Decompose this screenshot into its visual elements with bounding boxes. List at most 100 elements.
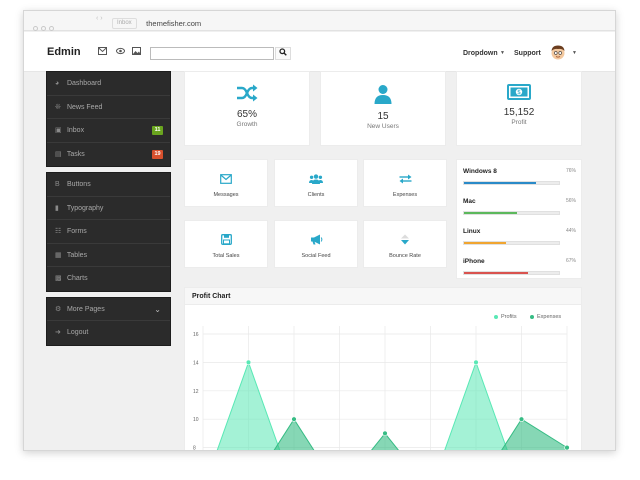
inbox-count-badge: 11 xyxy=(152,126,163,135)
address-bar[interactable]: Inbox themefisher.com xyxy=(112,15,512,30)
sidebar-item-forms[interactable]: ☷ Forms xyxy=(47,220,170,244)
sidebar-item-label: Buttons xyxy=(66,181,91,188)
search-icon xyxy=(279,48,287,56)
tile-expenses[interactable]: Expenses xyxy=(363,159,447,207)
progress-track xyxy=(463,241,560,245)
url-text: themefisher.com xyxy=(146,19,202,29)
data-point-profits xyxy=(245,359,252,366)
avatar-caret-icon[interactable]: ▼ xyxy=(572,50,577,56)
chevron-down-icon[interactable]: ⌄ xyxy=(154,304,161,314)
data-point-expenses xyxy=(382,430,388,437)
sidebar-item-dashboard[interactable]: ◕ Dashboard xyxy=(47,72,170,96)
legend-label: Profits xyxy=(501,314,517,320)
sidebar-item-logout[interactable]: ➜ Logout xyxy=(47,321,170,345)
sidebar-group-main: ◕ Dashboard ❊ News Feed ▣ Inbox 11 ▤ Tas… xyxy=(46,71,171,167)
y-tick-label: 10 xyxy=(193,417,199,423)
legend-profits[interactable]: Profits xyxy=(494,314,517,320)
os-name: Mac xyxy=(463,198,476,205)
os-percent: 76% xyxy=(565,168,576,174)
brand-logo[interactable]: Edmin xyxy=(47,46,81,58)
tile-label: Total Sales xyxy=(212,253,240,259)
url-badge: Inbox xyxy=(112,18,137,30)
y-tick-label: 12 xyxy=(193,389,199,395)
data-point-expenses xyxy=(291,416,297,422)
stat-label: Profit xyxy=(511,119,527,126)
tile-label: Social Feed xyxy=(301,253,331,259)
window-controls[interactable] xyxy=(33,18,57,36)
tasks-icon: ▤ xyxy=(55,150,62,158)
sidebar-item-label: Tasks xyxy=(66,150,85,158)
tile-messages[interactable]: Messages xyxy=(184,159,268,207)
sidebar-item-inbox[interactable]: ▣ Inbox 11 xyxy=(47,119,170,143)
tile-social-feed[interactable]: Social Feed xyxy=(274,220,358,268)
data-point-expenses xyxy=(564,444,570,450)
sidebar-item-charts[interactable]: ▩ Charts xyxy=(47,267,170,291)
inbox-icon: ▣ xyxy=(55,127,62,134)
sidebar-item-tables[interactable]: ▦ Tables xyxy=(47,244,170,267)
search-button[interactable] xyxy=(275,47,291,60)
support-link[interactable]: Support xyxy=(514,50,541,57)
stat-value: 65% xyxy=(236,109,257,120)
envelope-icon xyxy=(185,171,267,189)
shuffle-icon xyxy=(185,84,309,107)
search-input[interactable] xyxy=(150,47,274,60)
exchange-icon xyxy=(364,171,446,189)
user-icon xyxy=(321,84,445,109)
profit-chart-panel: Profit Chart Profits Expenses 16 14 12 10 8 xyxy=(184,287,582,450)
os-stats-card: Windows 8 76% Mac 56% Linux 44% iPhone 6… xyxy=(456,159,582,279)
stat-card-growth[interactable]: 65% Growth xyxy=(184,71,310,146)
sidebar-item-label: Tables xyxy=(66,251,88,259)
browser-nav-arrows[interactable]: ‹ › xyxy=(96,15,103,22)
y-tick-label: 16 xyxy=(193,332,199,338)
sidebar-item-news-feed[interactable]: ❊ News Feed xyxy=(47,96,170,119)
os-row-iphone: iPhone 67% xyxy=(463,258,576,275)
stat-card-new-users[interactable]: 15 New Users xyxy=(320,71,446,146)
envelope-icon[interactable] xyxy=(98,47,107,57)
data-point-profits xyxy=(473,359,479,366)
save-icon xyxy=(185,232,267,250)
os-row-mac: Mac 56% xyxy=(463,198,576,215)
sidebar-item-label: More Pages xyxy=(66,305,105,313)
os-name: iPhone xyxy=(463,258,485,265)
sidebar-group-extra: ⚙ More Pages ⌄ ➜ Logout xyxy=(46,296,171,346)
cog-icon: ⚙ xyxy=(55,305,62,313)
legend-label: Expenses xyxy=(537,314,562,320)
sidebar-item-tasks[interactable]: ▤ Tasks 19 xyxy=(47,143,170,167)
stat-value: 15,152 xyxy=(503,107,535,118)
bullhorn-icon xyxy=(275,232,357,250)
megaphone-icon: ❊ xyxy=(55,103,61,111)
chart-header xyxy=(185,288,581,305)
browser-chrome: ‹ › Inbox themefisher.com xyxy=(24,11,615,31)
progress-track xyxy=(463,181,560,185)
stat-card-profit[interactable]: $ 15,152 Profit xyxy=(456,71,582,146)
dropdown-menu[interactable]: Dropdown xyxy=(463,50,498,57)
y-tick-label: 14 xyxy=(193,360,199,366)
os-row-linux: Linux 44% xyxy=(463,228,576,245)
legend-swatch xyxy=(494,314,498,319)
legend-expenses[interactable]: Expenses xyxy=(530,314,561,320)
sidebar: ◕ Dashboard ❊ News Feed ▣ Inbox 11 ▤ Tas… xyxy=(46,71,171,351)
sidebar-item-label: News Feed xyxy=(66,103,103,111)
tile-label: Bounce Rate xyxy=(389,253,421,259)
chart-icon: ▩ xyxy=(55,275,62,282)
sidebar-item-typography[interactable]: ▮ Typography xyxy=(47,197,170,220)
progress-track xyxy=(463,271,560,275)
sidebar-item-buttons[interactable]: B Buttons xyxy=(47,173,170,197)
tile-label: Messages xyxy=(213,192,239,198)
sidebar-item-more-pages[interactable]: ⚙ More Pages ⌄ xyxy=(47,298,170,321)
picture-icon[interactable] xyxy=(132,47,141,57)
chevron-down-icon: ▼ xyxy=(500,50,505,56)
eye-icon[interactable] xyxy=(116,47,125,57)
tile-bounce-rate[interactable]: Bounce Rate xyxy=(363,220,447,268)
tile-total-sales[interactable]: Total Sales xyxy=(184,220,268,268)
dashboard-icon: ◕ xyxy=(55,80,60,87)
avatar[interactable] xyxy=(550,44,566,61)
stat-label: New Users xyxy=(367,123,399,130)
sidebar-item-label: Dashboard xyxy=(66,80,102,87)
progress-fill xyxy=(464,272,528,274)
data-point-expenses xyxy=(518,416,525,422)
money-icon: $ xyxy=(457,84,581,105)
series-area-expenses xyxy=(273,418,568,450)
progress-fill xyxy=(464,242,506,244)
tile-clients[interactable]: Clients xyxy=(274,159,358,207)
